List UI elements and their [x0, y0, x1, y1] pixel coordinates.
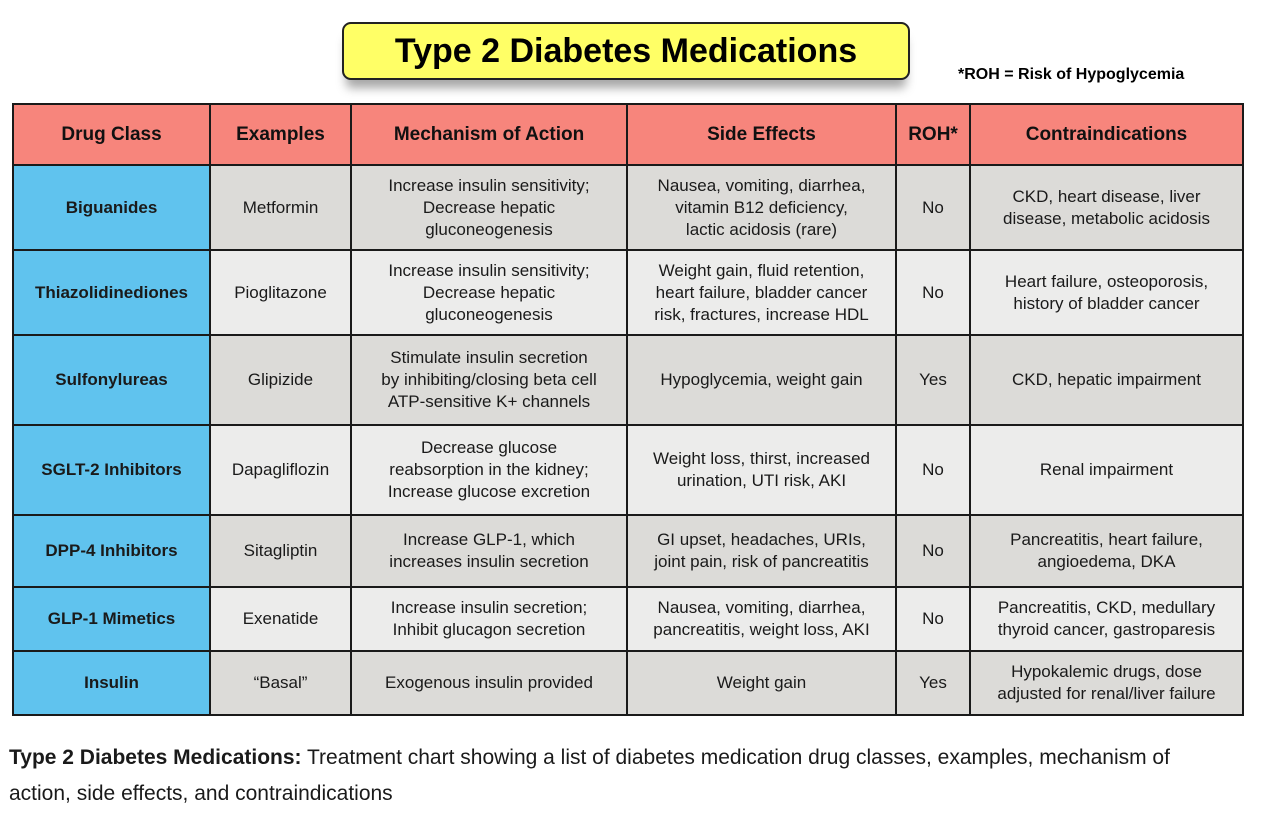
table-row: Thiazolidinediones Pioglitazone Increase… — [12, 249, 1244, 336]
table-row: GLP-1 Mimetics Exenatide Increase insuli… — [12, 586, 1244, 652]
drug-class-cell: Insulin — [12, 650, 211, 716]
side-effects-cell: Nausea, vomiting, diarrhea, pancreatitis,… — [626, 586, 897, 652]
example-cell: Glipizide — [209, 334, 352, 426]
roh-cell: Yes — [895, 650, 971, 716]
table-row: Sulfonylureas Glipizide Stimulate insuli… — [12, 334, 1244, 426]
table-row: Insulin “Basal” Exogenous insulin provid… — [12, 650, 1244, 716]
contraindications-cell: Renal impairment — [969, 424, 1244, 516]
table-row: SGLT-2 Inhibitors Dapagliflozin Decrease… — [12, 424, 1244, 516]
contraindications-cell: Pancreatitis, CKD, medullary thyroid canc… — [969, 586, 1244, 652]
table-row: Biguanides Metformin Increase insulin se… — [12, 164, 1244, 251]
side-effects-cell: Weight gain, fluid retention, heart failu… — [626, 249, 897, 336]
header-contraindications: Contraindications — [969, 103, 1244, 166]
side-effects-cell: Hypoglycemia, weight gain — [626, 334, 897, 426]
contraindications-cell: Pancreatitis, heart failure, angioedema, … — [969, 514, 1244, 588]
chart-title: Type 2 Diabetes Medications — [342, 22, 910, 80]
drug-class-cell: SGLT-2 Inhibitors — [12, 424, 211, 516]
example-cell: Sitagliptin — [209, 514, 352, 588]
example-cell: Metformin — [209, 164, 352, 251]
drug-class-cell: Biguanides — [12, 164, 211, 251]
table-row: DPP-4 Inhibitors Sitagliptin Increase GL… — [12, 514, 1244, 588]
roh-cell: No — [895, 249, 971, 336]
roh-cell: No — [895, 586, 971, 652]
mechanism-cell: Decrease glucose reabsorption in the kidn… — [350, 424, 628, 516]
header-mechanism: Mechanism of Action — [350, 103, 628, 166]
header-examples: Examples — [209, 103, 352, 166]
example-cell: Exenatide — [209, 586, 352, 652]
roh-legend-note: *ROH = Risk of Hypoglycemia — [958, 66, 1185, 83]
drug-class-cell: Thiazolidinediones — [12, 249, 211, 336]
contraindications-cell: CKD, hepatic impairment — [969, 334, 1244, 426]
header-roh: ROH* — [895, 103, 971, 166]
mechanism-cell: Increase insulin sensitivity; Decrease he… — [350, 249, 628, 336]
mechanism-cell: Stimulate insulin secretion by inhibiting… — [350, 334, 628, 426]
medications-table: Drug Class Examples Mechanism of Action … — [12, 103, 1244, 716]
contraindications-cell: CKD, heart disease, liver disease, metabo… — [969, 164, 1244, 251]
example-cell: Dapagliflozin — [209, 424, 352, 516]
figure-caption: Type 2 Diabetes Medications: Treatment c… — [9, 740, 1229, 812]
caption-title: Type 2 Diabetes Medications: — [9, 746, 302, 769]
roh-cell: No — [895, 514, 971, 588]
example-cell: “Basal” — [209, 650, 352, 716]
caption-text: Treatment chart showing a list of diabet… — [9, 746, 1170, 805]
mechanism-cell: Increase insulin sensitivity; Decrease he… — [350, 164, 628, 251]
table-header-row: Drug Class Examples Mechanism of Action … — [12, 103, 1244, 166]
roh-cell: Yes — [895, 334, 971, 426]
side-effects-cell: GI upset, headaches, URIs, joint pain, ri… — [626, 514, 897, 588]
contraindications-cell: Heart failure, osteoporosis, history of b… — [969, 249, 1244, 336]
roh-cell: No — [895, 424, 971, 516]
drug-class-cell: Sulfonylureas — [12, 334, 211, 426]
drug-class-cell: DPP-4 Inhibitors — [12, 514, 211, 588]
drug-class-cell: GLP-1 Mimetics — [12, 586, 211, 652]
mechanism-cell: Increase GLP-1, which increases insulin s… — [350, 514, 628, 588]
roh-cell: No — [895, 164, 971, 251]
mechanism-cell: Exogenous insulin provided — [350, 650, 628, 716]
header-drug-class: Drug Class — [12, 103, 211, 166]
header-side-effects: Side Effects — [626, 103, 897, 166]
contraindications-cell: Hypokalemic drugs, dose adjusted for rena… — [969, 650, 1244, 716]
mechanism-cell: Increase insulin secretion; Inhibit gluca… — [350, 586, 628, 652]
example-cell: Pioglitazone — [209, 249, 352, 336]
side-effects-cell: Weight gain — [626, 650, 897, 716]
side-effects-cell: Nausea, vomiting, diarrhea, vitamin B12 d… — [626, 164, 897, 251]
side-effects-cell: Weight loss, thirst, increased urination,… — [626, 424, 897, 516]
